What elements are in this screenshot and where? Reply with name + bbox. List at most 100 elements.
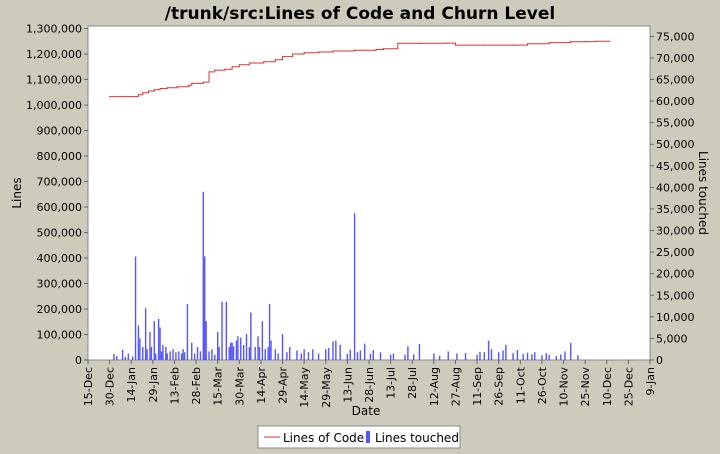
lines-touched-bar <box>363 343 366 360</box>
x-tick-label: 13-Feb <box>168 367 181 404</box>
lines-touched-bar <box>270 340 272 360</box>
lines-touched-bar <box>116 356 118 360</box>
lines-of-code-point <box>397 42 399 44</box>
lines-of-code-point <box>137 94 140 96</box>
y-left-tick-label: 300,000 <box>37 278 83 291</box>
y-axis-left: 0 100,000 200,000 300,000 400,000 500,000 600,… <box>26 23 88 367</box>
lines-touched-bar <box>476 354 478 360</box>
x-tick-label: 14-May <box>298 367 311 408</box>
lines-touched-bar <box>257 336 259 360</box>
lines-touched-bar <box>497 352 500 360</box>
lines-touched-bar <box>229 342 232 360</box>
lines-of-code-point <box>208 71 210 73</box>
lines-touched-bar <box>268 303 271 360</box>
y-axis-right-label: Lines touched <box>696 151 710 235</box>
lines-touched-bar <box>487 340 490 360</box>
lines-of-code-point <box>570 41 572 43</box>
lines-of-code-point <box>418 42 421 44</box>
lines-touched-bar <box>353 213 356 360</box>
lines-touched-bar <box>483 352 485 360</box>
y-right-tick-label: 45,000 <box>656 160 695 173</box>
legend-touched-label: Lines touched <box>375 431 459 445</box>
y-left-tick-label: 100,000 <box>37 329 83 342</box>
lines-touched-bar <box>242 344 245 360</box>
lines-of-code-point <box>147 90 150 92</box>
lines-touched-bar <box>526 352 529 360</box>
lines-touched-bar <box>139 338 141 360</box>
lines-of-code-point <box>274 59 276 61</box>
lines-of-code-point <box>166 87 168 89</box>
lines-touched-bar <box>175 352 177 360</box>
lines-touched-bar <box>144 308 147 360</box>
y-right-tick-label: 10,000 <box>656 311 695 324</box>
lines-touched-bar <box>204 256 206 360</box>
lines-touched-bar <box>254 347 256 360</box>
lines-touched-bar <box>339 344 341 360</box>
lines-touched-bar <box>157 319 160 360</box>
x-tick-label: 14-Jan <box>125 367 138 403</box>
x-axis: 15-Dec 30-Dec 14-Jan 29-Jan 13-Feb 28-Feb 15-M… <box>82 360 657 408</box>
x-tick-label: 28-Jul <box>406 367 419 399</box>
x-tick-label: 15-Dec <box>82 367 95 406</box>
x-tick-label: 15-Mar <box>212 367 225 406</box>
x-tick-label: 25-Nov <box>579 367 592 407</box>
lines-touched-bar <box>277 353 279 360</box>
lines-touched-bar <box>570 342 572 360</box>
lines-touched-bar <box>155 353 157 360</box>
lines-touched-bar <box>137 325 140 360</box>
lines-touched-bar <box>182 349 184 360</box>
lines-touched-bar <box>131 356 134 360</box>
chart-title: /trunk/src:Lines of Code and Churn Level <box>165 4 555 24</box>
lines-touched-bar <box>332 341 334 360</box>
lines-touched-bar <box>258 347 261 360</box>
lines-touched-bar <box>577 355 579 360</box>
lines-touched-bar <box>172 349 174 360</box>
lines-of-code-point <box>483 44 485 46</box>
lines-touched-bar <box>369 353 372 360</box>
lines-touched-bar <box>438 355 441 360</box>
y-right-tick-label: 55,000 <box>656 117 695 130</box>
lines-of-code-point <box>176 86 178 88</box>
lines-touched-bar <box>134 256 137 360</box>
lines-touched-bar <box>531 354 533 360</box>
lines-touched-bar <box>248 347 251 360</box>
x-tick-label: 28-Jun <box>363 367 376 403</box>
y-right-tick-label: 70,000 <box>656 52 695 65</box>
lines-touched-bar <box>286 352 288 360</box>
lines-touched-bar <box>186 303 189 360</box>
x-tick-label: 30-Dec <box>104 367 117 406</box>
lines-touched-bar <box>240 337 242 360</box>
lines-touched-bar <box>193 353 196 360</box>
lines-touched-bar <box>296 350 298 360</box>
lines-of-code-point <box>548 41 550 44</box>
x-tick-label: 29-Apr <box>277 367 290 404</box>
lines-touched-bar <box>264 349 266 360</box>
lines-touched-bar <box>346 353 349 360</box>
lines-of-code-point <box>584 40 586 43</box>
lines-touched-bar <box>303 349 305 360</box>
lines-touched-bar <box>564 351 566 360</box>
lines-of-code-point <box>224 68 226 70</box>
lines-touched-bar <box>211 349 213 360</box>
lines-touched-bar <box>372 350 375 360</box>
lines-of-code-point <box>231 66 233 68</box>
lines-of-code-point <box>191 82 193 84</box>
y-axis-left-label: Lines <box>10 177 24 208</box>
y-left-tick-label: 600,000 <box>37 201 83 214</box>
lines-touched-bar <box>208 351 210 360</box>
lines-touched-bar <box>221 301 223 360</box>
lines-of-code-point <box>109 96 111 98</box>
legend-touched-swatch <box>366 431 370 443</box>
y-left-tick-label: 1,200,000 <box>26 48 82 61</box>
lines-of-code-point <box>159 87 161 90</box>
lines-touched-bar <box>502 350 504 360</box>
lines-touched-bar <box>456 353 458 360</box>
lines-touched-bar <box>162 344 164 360</box>
x-axis-label: Date <box>352 404 381 418</box>
lines-touched-bar <box>327 347 330 360</box>
x-tick-label: 29-Jan <box>147 367 160 403</box>
lines-touched-bar <box>245 334 248 360</box>
x-tick-label: 11-Sep <box>471 367 484 406</box>
lines-touched-bar <box>356 352 359 360</box>
